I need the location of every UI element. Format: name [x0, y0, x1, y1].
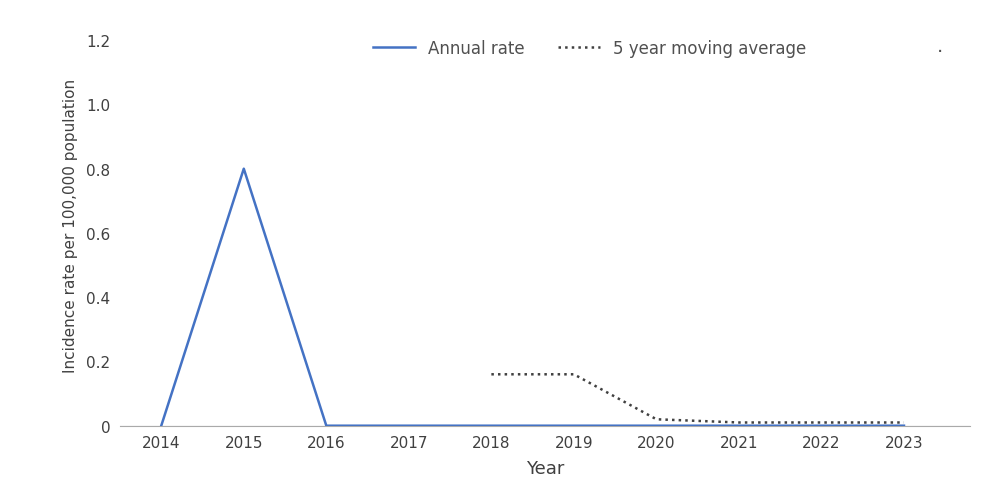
5 year moving average	[568, 372, 580, 378]
Annual rate	[815, 423, 827, 429]
Annual rate	[320, 423, 332, 429]
Annual rate	[238, 166, 250, 172]
5 year moving average	[898, 420, 910, 426]
Annual rate	[733, 423, 745, 429]
5 year moving average	[733, 420, 745, 426]
Y-axis label: Incidence rate per 100,000 population: Incidence rate per 100,000 population	[63, 79, 78, 372]
Line: 5 year moving average: 5 year moving average	[491, 375, 904, 423]
Annual rate	[485, 423, 497, 429]
Annual rate	[898, 423, 910, 429]
Legend: Annual rate, 5 year moving average: Annual rate, 5 year moving average	[366, 34, 813, 65]
Annual rate	[155, 423, 167, 429]
Text: .: .	[937, 37, 943, 56]
Annual rate	[568, 423, 580, 429]
Annual rate	[650, 423, 662, 429]
X-axis label: Year: Year	[526, 459, 564, 477]
Line: Annual rate: Annual rate	[161, 169, 904, 426]
5 year moving average	[650, 416, 662, 422]
Annual rate	[403, 423, 415, 429]
5 year moving average	[815, 420, 827, 426]
5 year moving average	[485, 372, 497, 378]
